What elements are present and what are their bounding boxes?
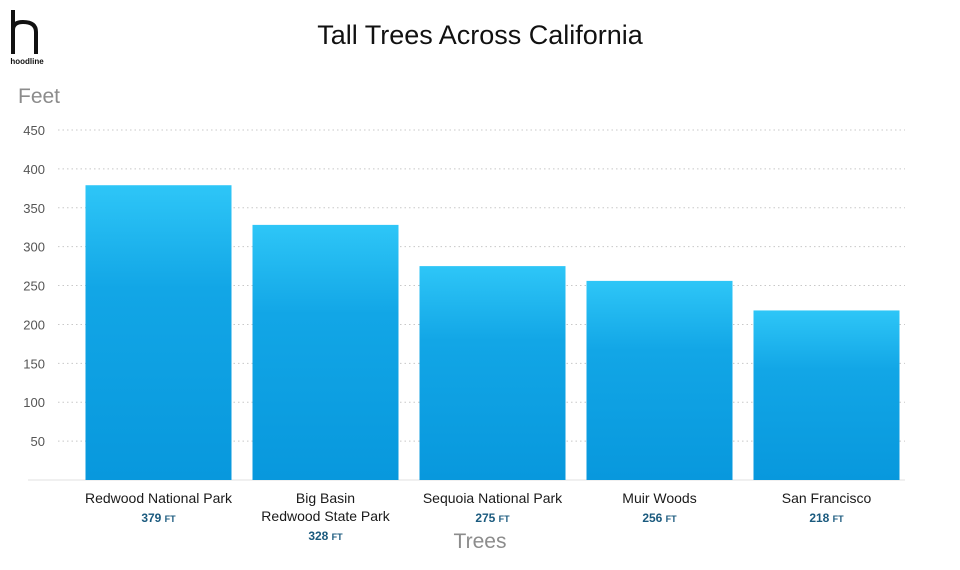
x-tick-label: Redwood State Park — [261, 508, 390, 524]
data-label: 328 FT — [308, 529, 343, 543]
data-label: 218 FT — [809, 511, 844, 525]
y-tick-label: 200 — [23, 317, 45, 332]
x-tick-label: Sequoia National Park — [423, 490, 563, 506]
hoodline-logo: hoodline — [10, 8, 44, 68]
bar — [753, 310, 900, 480]
bar — [252, 224, 399, 480]
y-tick-label: 50 — [31, 434, 45, 449]
y-tick-label: 450 — [23, 123, 45, 138]
data-label: 379 FT — [141, 511, 176, 525]
y-tick-label: 150 — [23, 356, 45, 371]
data-label: 256 FT — [642, 511, 677, 525]
bar — [85, 185, 232, 480]
chart-title: Tall Trees Across California — [317, 20, 643, 50]
x-tick-label: San Francisco — [782, 490, 872, 506]
x-axis-label: Trees — [453, 530, 507, 553]
y-tick-label: 250 — [23, 279, 45, 294]
bar — [419, 266, 566, 480]
x-tick-label: Big Basin — [296, 490, 355, 506]
y-axis-label: Feet — [18, 85, 61, 108]
x-tick-label: Redwood National Park — [85, 490, 233, 506]
y-tick-label: 100 — [23, 395, 45, 410]
y-tick-label: 400 — [23, 162, 45, 177]
data-label: 275 FT — [475, 511, 510, 525]
bar — [586, 280, 733, 480]
x-tick-label: Muir Woods — [622, 490, 696, 506]
logo-text: hoodline — [10, 57, 44, 66]
y-tick-label: 350 — [23, 201, 45, 216]
y-tick-label: 300 — [23, 240, 45, 255]
